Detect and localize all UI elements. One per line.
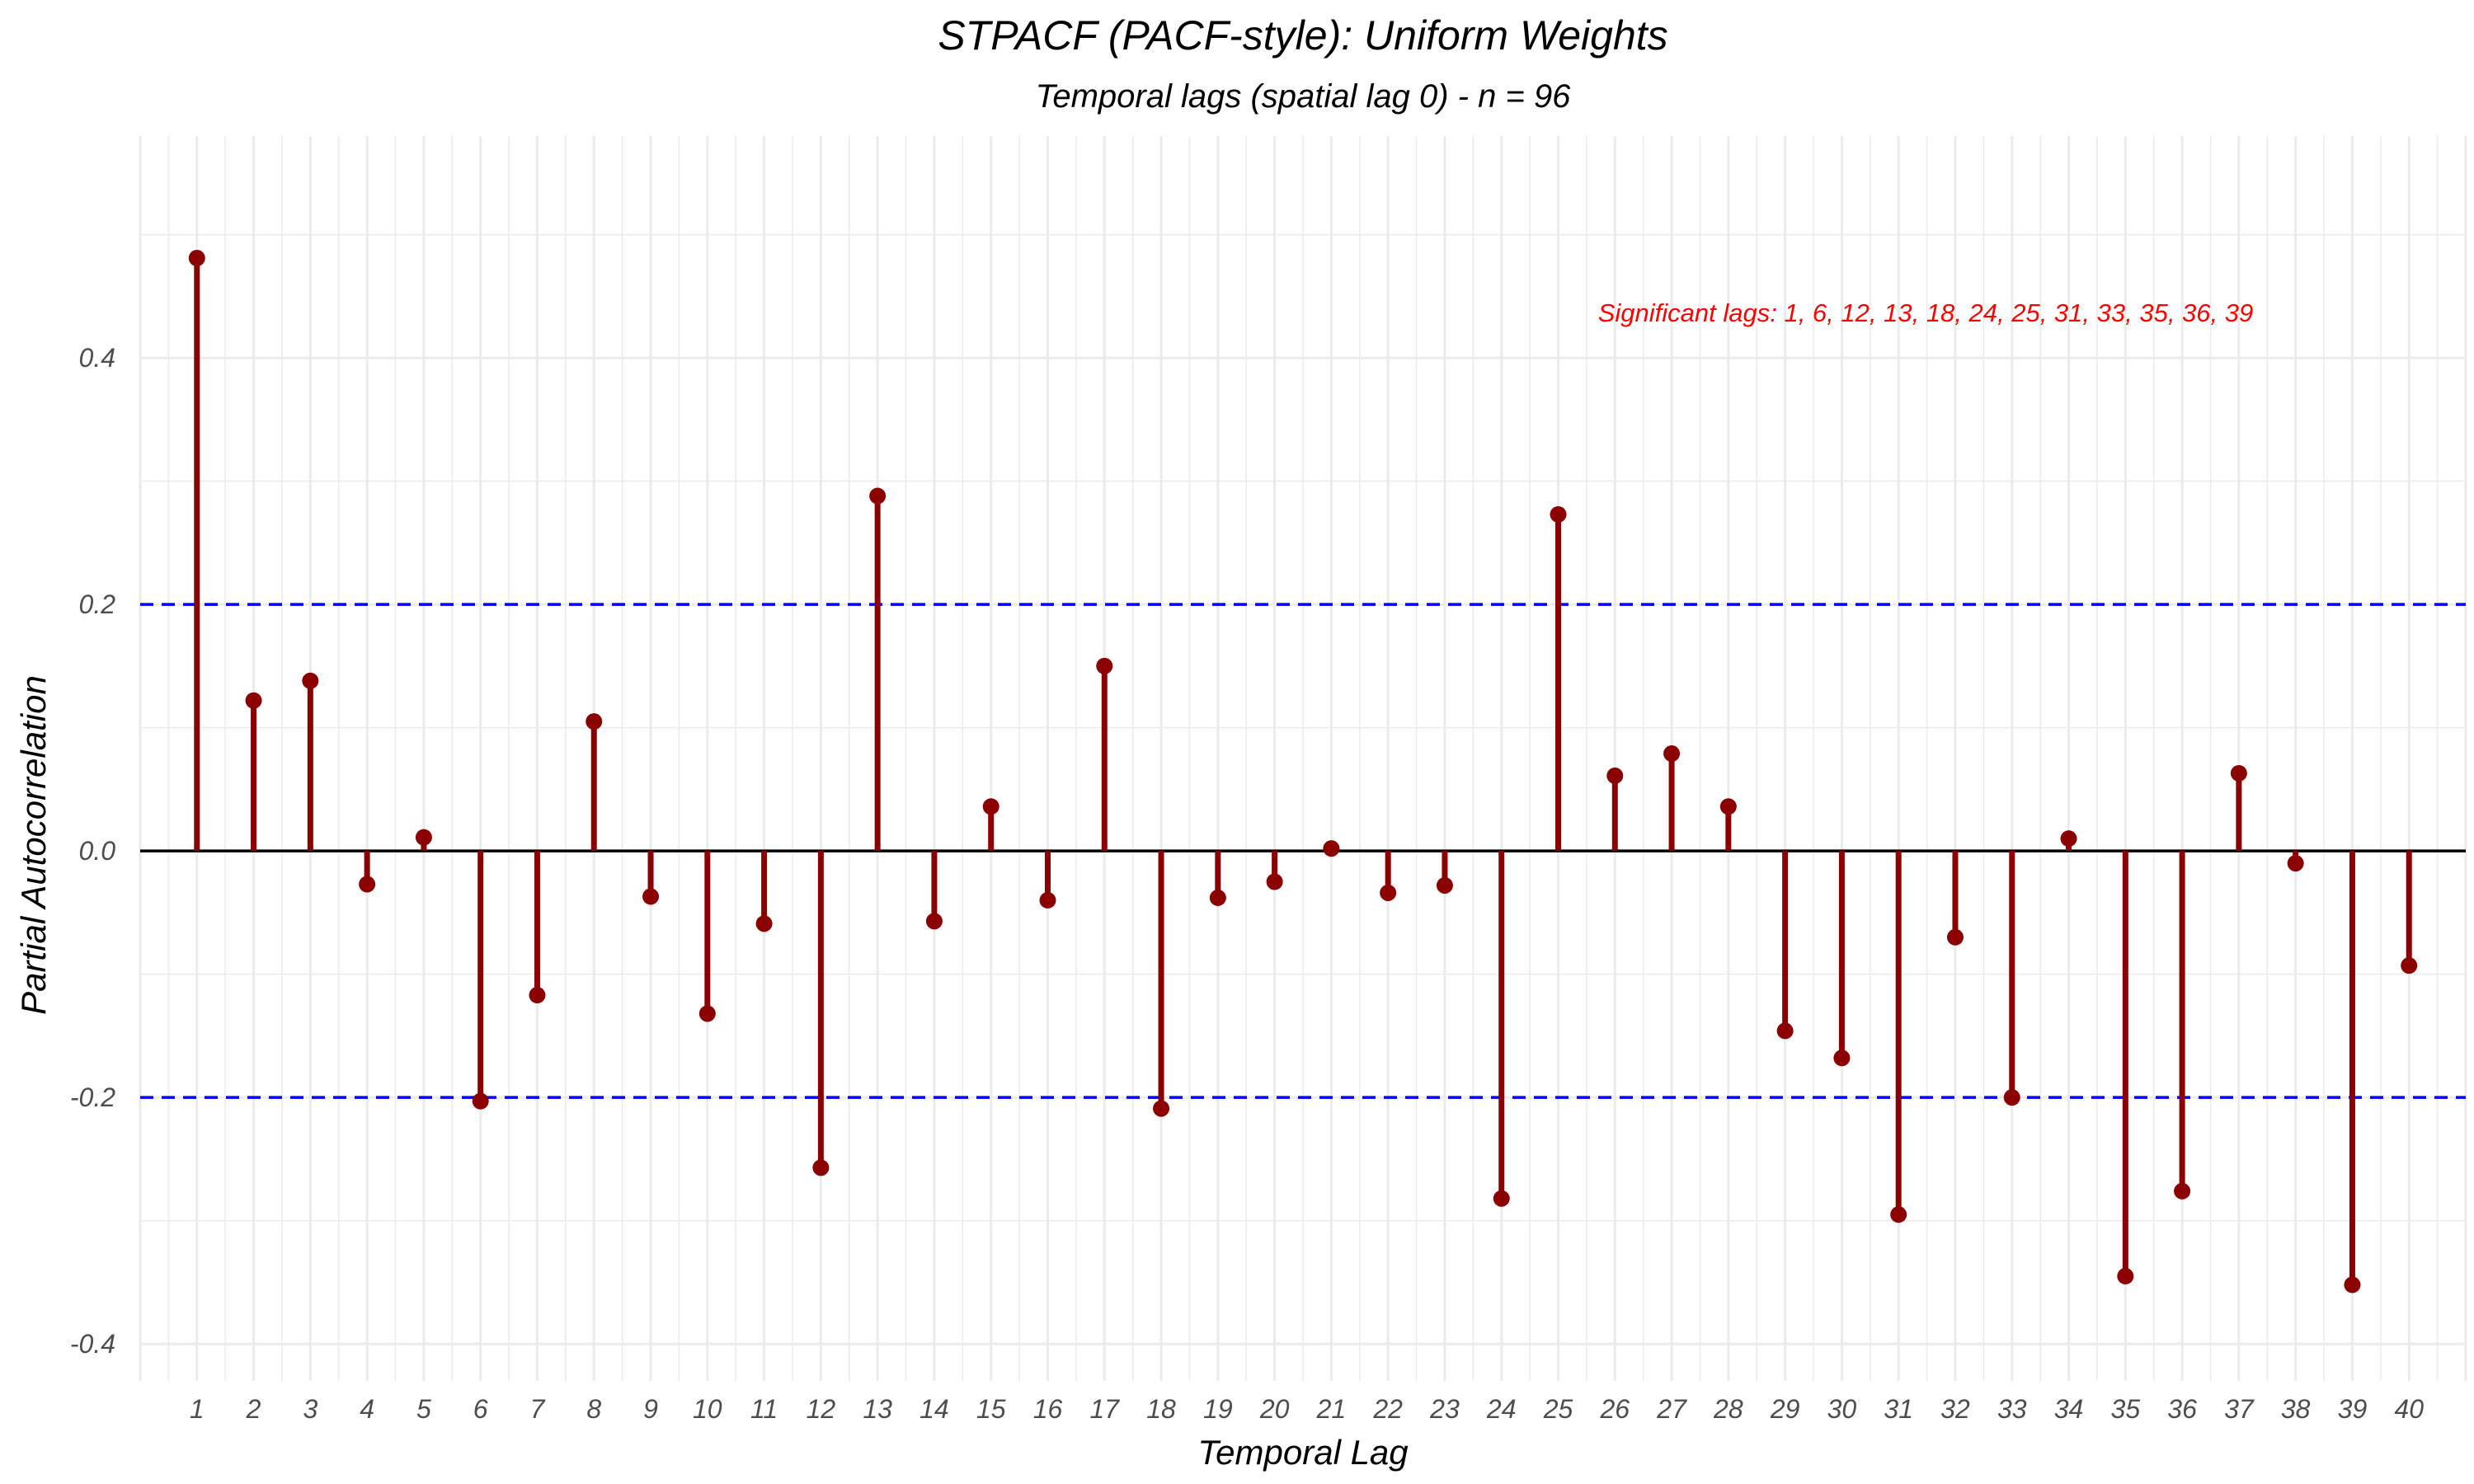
x-tick-label: 5: [416, 1394, 431, 1424]
point-lag-35: [2117, 1267, 2134, 1284]
point-lag-38: [2287, 855, 2304, 872]
point-lag-22: [1380, 884, 1397, 901]
x-tick-label: 13: [863, 1394, 892, 1424]
point-lag-23: [1436, 876, 1453, 894]
point-lag-29: [1776, 1022, 1794, 1040]
point-lag-37: [2230, 764, 2247, 782]
x-tick-label: 28: [1713, 1394, 1743, 1424]
point-lag-33: [2003, 1089, 2020, 1106]
point-lag-12: [812, 1159, 830, 1176]
x-tick-label: 20: [1259, 1394, 1290, 1424]
x-tick-label: 16: [1033, 1394, 1063, 1424]
x-tick-label: 6: [473, 1394, 488, 1424]
point-lag-28: [1719, 798, 1737, 815]
point-lag-3: [302, 672, 319, 689]
x-tick-label: 31: [1884, 1394, 1913, 1424]
x-tick-label: 33: [1997, 1394, 2027, 1424]
x-axis-title: Temporal Lag: [1197, 1433, 1408, 1472]
x-tick-label: 39: [2338, 1394, 2368, 1424]
x-tick-label: 8: [586, 1394, 601, 1424]
reference-lines: [140, 603, 2466, 1099]
x-tick-labels: 1 2 3 4 5 6 7 8 9 10 11 12 13 14 15 16 17 18 19 20 21 22 23 24 2…: [190, 1394, 2424, 1424]
x-tick-label: 4: [360, 1394, 374, 1424]
point-lag-25: [1550, 505, 1567, 523]
point-lag-4: [359, 876, 376, 893]
x-tick-label: 10: [693, 1394, 722, 1424]
x-tick-label: 22: [1372, 1394, 1403, 1424]
y-tick-label: 0.0: [79, 836, 116, 866]
x-tick-label: 18: [1146, 1394, 1176, 1424]
point-lag-14: [925, 913, 943, 930]
y-tick-label: 0.4: [79, 343, 115, 373]
point-lag-39: [2344, 1276, 2361, 1294]
point-lag-30: [1833, 1050, 1851, 1067]
stems: [194, 258, 2412, 1285]
point-lag-8: [586, 713, 603, 730]
point-lag-36: [2174, 1182, 2191, 1200]
point-lag-21: [1323, 840, 1340, 857]
point-lag-18: [1153, 1100, 1170, 1117]
y-axis-title: Partial Autocorrelation: [14, 675, 53, 1015]
x-tick-label: 32: [1940, 1394, 1970, 1424]
point-lag-6: [472, 1092, 489, 1110]
point-lag-26: [1606, 767, 1624, 784]
x-tick-label: 12: [807, 1394, 836, 1424]
point-lag-15: [982, 798, 999, 815]
x-tick-label: 11: [750, 1394, 778, 1424]
x-tick-label: 34: [2054, 1394, 2084, 1424]
point-lag-11: [755, 915, 773, 932]
x-tick-label: 21: [1316, 1394, 1347, 1424]
point-lag-2: [245, 692, 262, 709]
y-tick-labels: -0.4 -0.2 0.0 0.2 0.4: [70, 343, 115, 1359]
x-tick-label: 17: [1089, 1394, 1120, 1424]
x-tick-label: 36: [2167, 1394, 2197, 1424]
x-tick-label: 15: [976, 1394, 1006, 1424]
x-tick-label: 7: [530, 1394, 546, 1424]
chart-subtitle: Temporal lags (spatial lag 0) - n = 96: [1036, 78, 1572, 115]
x-tick-label: 27: [1656, 1394, 1687, 1424]
x-tick-label: 19: [1203, 1394, 1233, 1424]
x-tick-label: 2: [246, 1394, 261, 1424]
x-tick-label: 37: [2224, 1394, 2255, 1424]
point-lag-13: [869, 487, 887, 505]
significant-lags-annotation: Significant lags: 1, 6, 12, 13, 18, 24, …: [1598, 298, 2254, 327]
point-lag-10: [698, 1005, 716, 1022]
x-tick-label: 30: [1827, 1394, 1857, 1424]
y-tick-label: 0.2: [79, 589, 116, 619]
point-lag-27: [1663, 745, 1681, 763]
x-tick-label: 40: [2394, 1394, 2424, 1424]
y-tick-label: -0.2: [70, 1082, 115, 1112]
point-lag-7: [529, 987, 546, 1004]
point-lag-24: [1493, 1190, 1510, 1207]
x-tick-label: 3: [303, 1394, 317, 1424]
x-tick-label: 24: [1486, 1394, 1517, 1424]
point-lag-17: [1096, 657, 1113, 674]
x-tick-label: 35: [2111, 1394, 2141, 1424]
point-lag-9: [642, 888, 660, 905]
x-tick-label: 25: [1543, 1394, 1573, 1424]
x-tick-label: 29: [1770, 1394, 1800, 1424]
point-lag-1: [188, 250, 205, 267]
x-tick-label: 14: [920, 1394, 949, 1424]
x-tick-label: 23: [1429, 1394, 1460, 1424]
point-lag-19: [1209, 889, 1226, 906]
x-tick-label: 26: [1599, 1394, 1630, 1424]
chart-title: STPACF (PACF-style): Uniform Weights: [938, 12, 1667, 59]
point-lag-5: [415, 829, 432, 846]
point-lag-20: [1266, 873, 1283, 890]
y-tick-label: -0.4: [70, 1329, 115, 1359]
points: [188, 250, 2418, 1294]
x-tick-label: 38: [2281, 1394, 2311, 1424]
point-lag-31: [1890, 1206, 1907, 1223]
point-lag-34: [2060, 830, 2077, 848]
point-lag-40: [2401, 957, 2418, 974]
x-tick-label: 1: [190, 1394, 205, 1424]
point-lag-32: [1946, 928, 1964, 946]
point-lag-16: [1039, 891, 1056, 909]
x-tick-label: 9: [643, 1394, 658, 1424]
